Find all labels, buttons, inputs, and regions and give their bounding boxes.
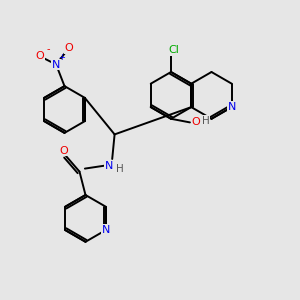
Text: H: H xyxy=(202,116,210,126)
Text: N: N xyxy=(104,160,113,171)
Text: H: H xyxy=(116,164,124,174)
Text: O: O xyxy=(191,117,200,128)
Text: Cl: Cl xyxy=(169,45,179,56)
Text: N: N xyxy=(102,225,110,235)
Text: N: N xyxy=(52,59,60,70)
Text: N: N xyxy=(228,102,237,112)
Text: O: O xyxy=(59,146,68,156)
Text: O: O xyxy=(35,51,44,61)
Text: +: + xyxy=(58,53,65,62)
Text: O: O xyxy=(64,43,74,53)
Text: -: - xyxy=(47,44,50,55)
